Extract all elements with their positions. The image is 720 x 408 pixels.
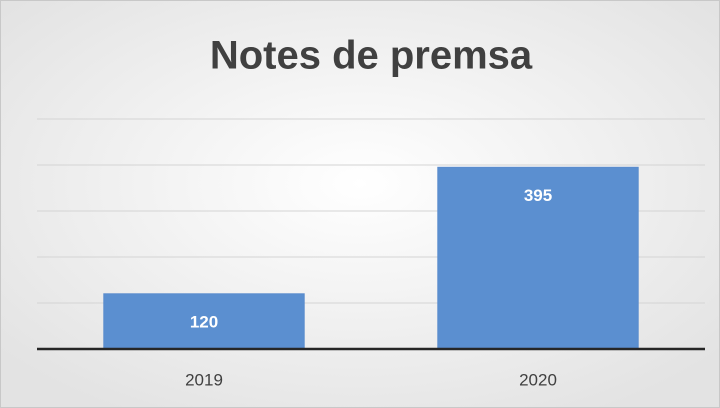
chart-title: Notes de premsa bbox=[210, 34, 533, 78]
data-label: 120 bbox=[190, 312, 218, 331]
bar bbox=[103, 293, 305, 350]
x-tick-label: 2019 bbox=[185, 370, 223, 389]
x-tick-label: 2020 bbox=[519, 370, 557, 389]
bar bbox=[437, 166, 639, 350]
data-label: 395 bbox=[524, 186, 552, 205]
